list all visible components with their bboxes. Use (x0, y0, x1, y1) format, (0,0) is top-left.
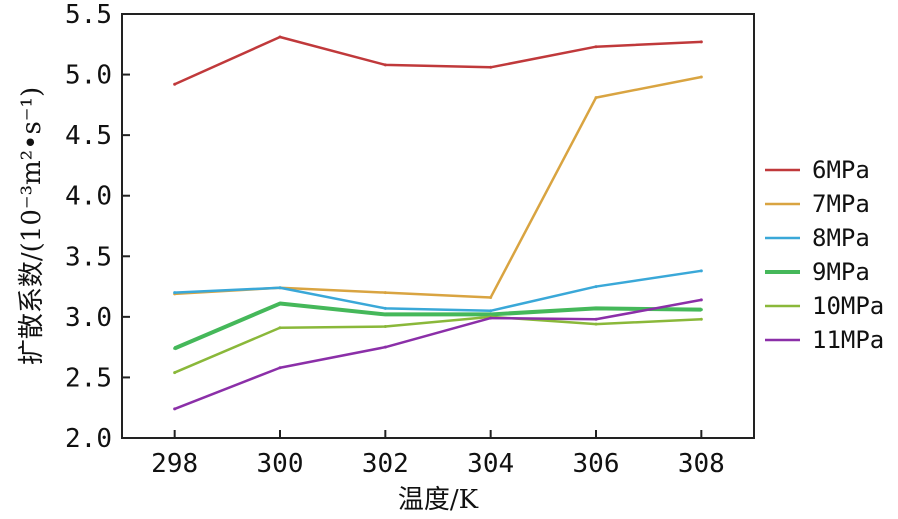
data-point (383, 345, 387, 349)
data-point (594, 285, 598, 289)
data-point (173, 291, 177, 295)
y-tick-label: 5.5 (65, 0, 112, 30)
y-tick-label: 4.0 (65, 182, 112, 212)
data-point (383, 325, 387, 329)
data-point (594, 96, 598, 100)
data-point (173, 371, 177, 375)
data-point (699, 298, 703, 302)
data-point (278, 286, 282, 290)
data-point (489, 309, 493, 313)
data-point (699, 317, 703, 321)
data-point (173, 346, 177, 350)
data-point (489, 316, 493, 320)
legend-label: 11MPa (812, 326, 884, 354)
data-point (594, 322, 598, 326)
legend-label: 9MPa (812, 258, 870, 286)
x-tick-label: 304 (467, 449, 514, 479)
series-line (174, 35, 702, 86)
data-point (278, 366, 282, 370)
data-point (594, 306, 598, 310)
data-point (383, 291, 387, 295)
plot-frame (121, 13, 755, 439)
x-tick-label: 300 (257, 449, 304, 479)
data-point (383, 306, 387, 310)
legend: 6MPa 7MPa 8MPa 9MPa 10MPa 11MPa (765, 156, 884, 354)
data-point (173, 82, 177, 86)
legend-label: 8MPa (812, 224, 870, 252)
y-axis-ticks: 2.0 2.5 3.0 3.5 4.0 4.5 5.0 5.5 (65, 0, 130, 454)
series-line (173, 301, 702, 351)
y-tick-label: 3.0 (65, 303, 112, 333)
data-point (489, 65, 493, 69)
x-axis-label: 温度/K (398, 485, 479, 515)
data-point (594, 317, 598, 321)
x-tick-label: 298 (151, 449, 198, 479)
data-point (278, 35, 282, 39)
data-point (699, 269, 703, 273)
series-line (174, 75, 702, 299)
legend-label: 6MPa (812, 156, 870, 184)
series-line (174, 315, 702, 374)
series-layer (173, 35, 703, 411)
legend-label: 7MPa (812, 190, 870, 218)
y-tick-label: 2.0 (65, 424, 112, 454)
data-point (699, 308, 703, 312)
y-axis-label: 扩散系数/(10⁻³m²•s⁻¹) (17, 87, 47, 365)
data-point (489, 295, 493, 299)
data-point (278, 326, 282, 330)
x-tick-label: 306 (573, 449, 620, 479)
data-point (699, 40, 703, 44)
y-tick-label: 2.5 (65, 363, 112, 393)
data-point (383, 312, 387, 316)
data-point (383, 63, 387, 67)
y-tick-label: 4.5 (65, 121, 112, 151)
data-point (278, 302, 282, 306)
series-line (174, 298, 702, 411)
x-tick-label: 308 (678, 449, 725, 479)
x-tick-label: 302 (362, 449, 409, 479)
y-tick-label: 3.5 (65, 242, 112, 272)
data-point (489, 312, 493, 316)
data-point (594, 45, 598, 49)
series-line (174, 269, 702, 313)
legend-label: 10MPa (812, 292, 884, 320)
x-axis-ticks: 298 300 302 304 306 308 (151, 430, 725, 479)
data-point (699, 75, 703, 79)
data-point (173, 407, 177, 411)
y-tick-label: 5.0 (65, 61, 112, 91)
